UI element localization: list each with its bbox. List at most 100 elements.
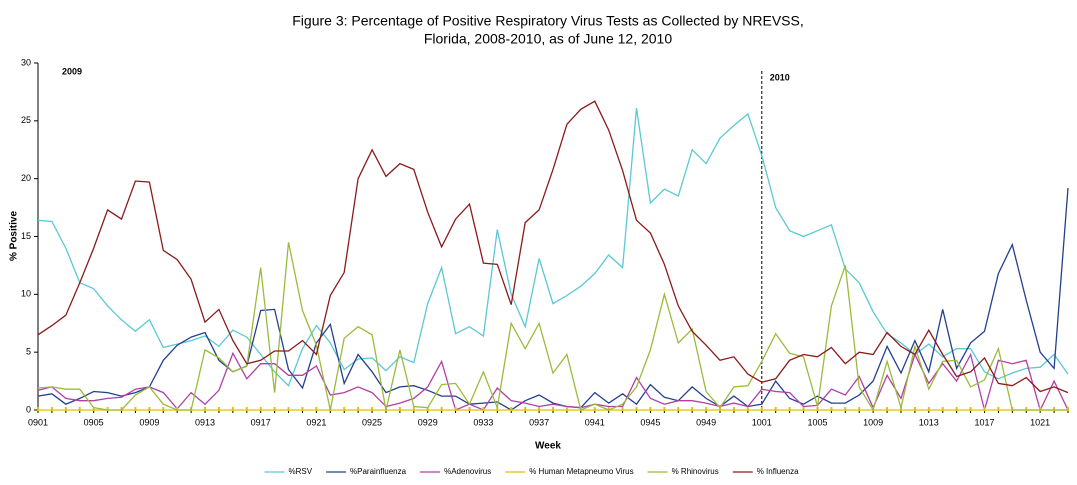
annotation: 2009: [62, 66, 82, 76]
y-tick-label: 30: [21, 57, 31, 67]
x-tick-label: 0921: [306, 417, 326, 427]
point-marker: [927, 407, 930, 411]
legend-label: % Rhinovirus: [672, 467, 719, 476]
point-marker: [760, 407, 763, 411]
x-tick-label: 1017: [974, 417, 994, 427]
point-marker: [64, 407, 67, 411]
point-marker: [565, 407, 568, 411]
point-marker: [593, 407, 596, 411]
point-marker: [357, 407, 360, 411]
y-tick-label: 15: [21, 231, 31, 241]
point-marker: [204, 407, 207, 411]
point-marker: [398, 407, 401, 411]
x-tick-label: 0913: [195, 417, 215, 427]
point-marker: [273, 407, 276, 411]
x-tick-label: 1005: [807, 417, 827, 427]
y-axis-label: % Positive: [9, 211, 20, 261]
legend-label: %Parainfluenza: [350, 467, 407, 476]
point-marker: [1025, 407, 1028, 411]
x-tick-label: 0929: [418, 417, 438, 427]
x-tick-label: 1009: [863, 417, 883, 427]
series-line: [37, 187, 1069, 411]
legend-label: % Human Metapneumo Virus: [529, 467, 633, 476]
point-marker: [635, 407, 638, 411]
point-marker: [983, 407, 986, 411]
y-tick-label: 20: [21, 173, 31, 183]
x-tick-label: 0941: [585, 417, 605, 427]
point-marker: [969, 407, 972, 411]
point-marker: [287, 407, 290, 411]
point-marker: [858, 407, 861, 411]
point-marker: [1039, 407, 1042, 411]
x-tick-label: 0901: [28, 417, 48, 427]
point-marker: [1053, 407, 1056, 411]
x-tick-label: 0925: [362, 417, 382, 427]
x-tick-label: 0917: [251, 417, 271, 427]
annotation: 2010: [770, 72, 790, 82]
chart-title: Figure 3: Percentage of Positive Respira…: [292, 13, 804, 29]
x-axis-label: Week: [535, 441, 561, 452]
y-tick-label: 25: [21, 115, 31, 125]
point-marker: [412, 407, 415, 411]
x-tick-label: 1001: [752, 417, 772, 427]
point-marker: [176, 407, 179, 411]
point-marker: [621, 407, 624, 411]
x-tick-label: 0937: [529, 417, 549, 427]
point-marker: [705, 407, 708, 411]
point-marker: [663, 407, 666, 411]
y-tick-label: 5: [26, 347, 31, 357]
point-marker: [217, 407, 220, 411]
point-marker: [468, 407, 471, 411]
point-marker: [691, 407, 694, 411]
x-tick-label: 0949: [696, 417, 716, 427]
point-marker: [92, 407, 95, 411]
point-marker: [774, 407, 777, 411]
point-marker: [134, 407, 137, 411]
legend-label: %RSV: [288, 467, 312, 476]
point-marker: [913, 407, 916, 411]
point-marker: [440, 407, 443, 411]
series-line: [37, 108, 1069, 387]
point-marker: [454, 407, 457, 411]
point-marker: [607, 407, 610, 411]
x-tick-label: 0909: [139, 417, 159, 427]
point-marker: [830, 407, 833, 411]
point-marker: [677, 407, 680, 411]
point-marker: [106, 407, 109, 411]
point-marker: [50, 407, 53, 411]
point-marker: [315, 407, 318, 411]
x-tick-label: 1021: [1030, 417, 1050, 427]
series-line: [37, 100, 1069, 394]
point-marker: [746, 407, 749, 411]
point-marker: [538, 407, 541, 411]
point-marker: [524, 407, 527, 411]
y-tick-label: 10: [21, 289, 31, 299]
x-tick-label: 1013: [919, 417, 939, 427]
point-marker: [162, 407, 165, 411]
point-marker: [120, 407, 123, 411]
y-tick-label: 0: [26, 404, 31, 414]
point-marker: [844, 407, 847, 411]
point-marker: [552, 407, 554, 411]
legend-label: % Influenza: [757, 467, 799, 476]
series-line: [37, 242, 1068, 412]
point-marker: [802, 407, 805, 411]
point-marker: [78, 407, 81, 411]
x-tick-label: 0945: [640, 417, 660, 427]
x-tick-label: 0933: [473, 417, 493, 427]
point-marker: [886, 407, 889, 411]
chart-subtitle: Florida, 2008-2010, as of June 12, 2010: [424, 31, 673, 47]
legend-label: %Adenovirus: [444, 467, 491, 476]
x-tick-label: 0905: [84, 417, 104, 427]
point-marker: [245, 407, 248, 411]
point-marker: [231, 407, 234, 411]
point-marker: [788, 407, 791, 411]
point-marker: [997, 407, 1000, 411]
point-marker: [510, 407, 513, 411]
point-marker: [371, 407, 374, 411]
point-marker: [732, 407, 735, 411]
point-marker: [816, 407, 819, 411]
point-marker: [482, 407, 485, 411]
point-marker: [343, 407, 346, 411]
